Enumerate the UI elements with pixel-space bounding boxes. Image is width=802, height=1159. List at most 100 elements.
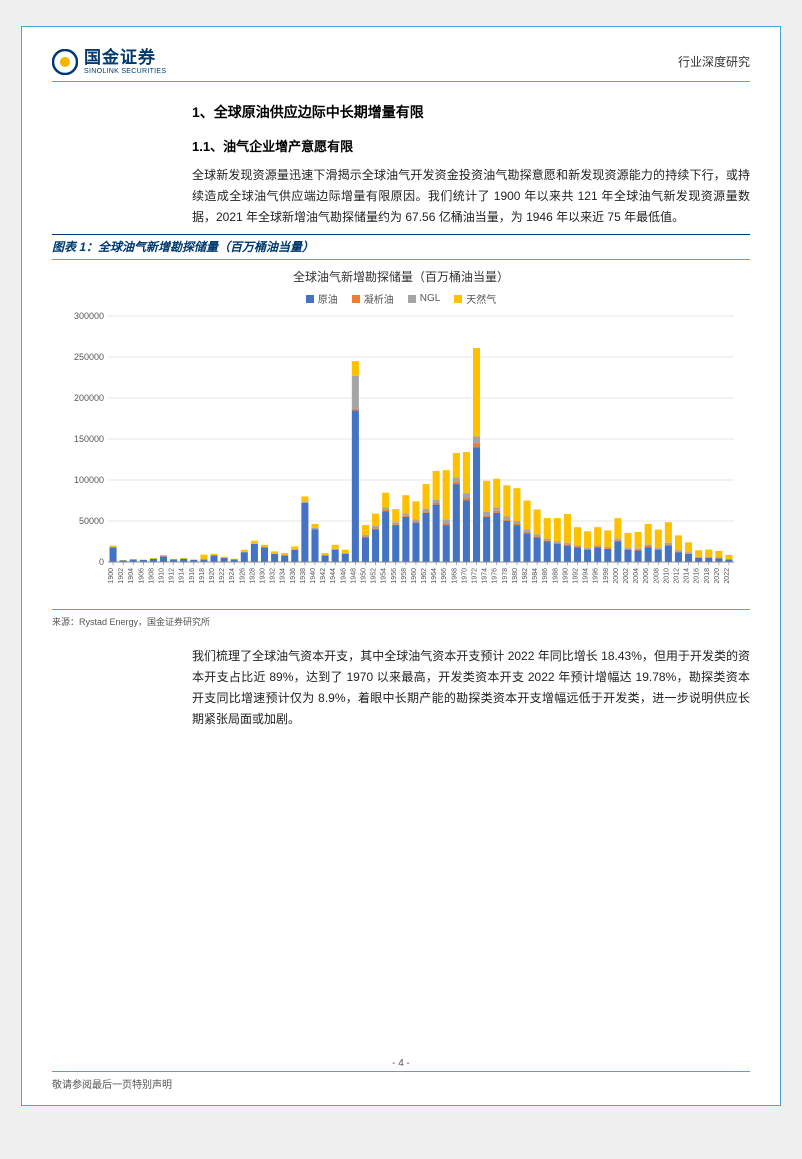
svg-text:1908: 1908	[148, 568, 155, 584]
svg-text:1962: 1962	[421, 568, 428, 584]
svg-text:2020: 2020	[714, 568, 721, 584]
svg-text:1914: 1914	[179, 568, 186, 584]
svg-text:1936: 1936	[290, 568, 297, 584]
svg-text:1926: 1926	[239, 568, 246, 584]
svg-text:1932: 1932	[270, 568, 277, 584]
logo-icon	[52, 49, 78, 75]
svg-text:1948: 1948	[350, 568, 357, 584]
page: 国金证券 SINOLINK SECURITIES 行业深度研究 1、全球原油供应…	[21, 26, 781, 1106]
svg-text:2012: 2012	[673, 568, 680, 584]
svg-text:1934: 1934	[280, 568, 287, 584]
svg-text:1942: 1942	[320, 568, 327, 584]
content: 1、全球原油供应边际中长期增量有限 1.1、油气企业增产意愿有限 全球新发现资源…	[52, 82, 750, 730]
svg-text:1976: 1976	[492, 568, 499, 584]
swatch-icon	[352, 295, 360, 303]
svg-text:2016: 2016	[694, 568, 701, 584]
page-footer: - 4 - 敬请参阅最后一页特别声明	[52, 1071, 750, 1091]
svg-text:1970: 1970	[461, 568, 468, 584]
svg-text:1956: 1956	[391, 568, 398, 584]
svg-text:2000: 2000	[613, 568, 620, 584]
svg-text:50000: 50000	[79, 516, 104, 526]
page-number: - 4 -	[392, 1058, 410, 1069]
svg-text:2006: 2006	[643, 568, 650, 584]
legend-label: 原油	[318, 291, 338, 306]
svg-text:250000: 250000	[74, 352, 104, 362]
svg-text:1988: 1988	[552, 568, 559, 584]
svg-text:300000: 300000	[74, 312, 104, 321]
figure-caption: 图表 1：全球油气新增勘探储量（百万桶油当量）	[52, 240, 314, 254]
svg-text:1904: 1904	[128, 568, 135, 584]
logo: 国金证券 SINOLINK SECURITIES	[52, 49, 166, 75]
swatch-icon	[454, 295, 462, 303]
swatch-icon	[408, 295, 416, 303]
svg-text:0: 0	[99, 557, 104, 567]
svg-text:1968: 1968	[451, 568, 458, 584]
svg-text:2008: 2008	[653, 568, 660, 584]
legend-label: NGL	[420, 293, 441, 304]
svg-text:1978: 1978	[502, 568, 509, 584]
chart-title: 全球油气新增勘探储量（百万桶油当量）	[62, 268, 740, 285]
svg-text:1992: 1992	[573, 568, 580, 584]
figure-title-row: 图表 1：全球油气新增勘探储量（百万桶油当量）	[52, 234, 750, 260]
svg-text:1966: 1966	[441, 568, 448, 584]
chart-legend: 原油 凝析油 NGL 天然气	[62, 291, 740, 306]
svg-text:1950: 1950	[360, 568, 367, 584]
legend-gas: 天然气	[454, 291, 496, 306]
svg-text:1906: 1906	[138, 568, 145, 584]
figure-source: 来源：Rystad Energy，国金证券研究所	[52, 617, 210, 627]
svg-text:1986: 1986	[542, 568, 549, 584]
svg-text:150000: 150000	[74, 434, 104, 444]
legend-label: 凝析油	[364, 291, 394, 306]
figure-source-row: 来源：Rystad Energy，国金证券研究所	[52, 609, 750, 630]
svg-text:2022: 2022	[724, 568, 731, 584]
svg-text:1998: 1998	[603, 568, 610, 584]
svg-text:1946: 1946	[340, 568, 347, 584]
svg-text:1940: 1940	[310, 568, 317, 584]
chart-container: 全球油气新增勘探储量（百万桶油当量） 原油 凝析油 NGL 天然气 0 50000…	[52, 260, 750, 609]
svg-text:2018: 2018	[704, 568, 711, 584]
svg-text:1924: 1924	[229, 568, 236, 584]
swatch-icon	[306, 295, 314, 303]
logo-text: 国金证券 SINOLINK SECURITIES	[84, 49, 166, 75]
paragraph-2: 我们梳理了全球油气资本开支，其中全球油气资本开支预计 2022 年同比增长 18…	[192, 646, 750, 730]
logo-en: SINOLINK SECURITIES	[84, 68, 166, 75]
svg-text:1944: 1944	[330, 568, 337, 584]
svg-text:1964: 1964	[431, 568, 438, 584]
svg-text:1900: 1900	[108, 568, 115, 584]
svg-text:1922: 1922	[219, 568, 226, 584]
svg-text:1972: 1972	[472, 568, 479, 584]
legend-ngl: NGL	[408, 291, 441, 306]
svg-text:1958: 1958	[401, 568, 408, 584]
legend-condensate: 凝析油	[352, 291, 394, 306]
svg-text:1982: 1982	[522, 568, 529, 584]
footer-disclaimer: 敬请参阅最后一页特别声明	[52, 1076, 172, 1091]
logo-cn: 国金证券	[84, 49, 166, 66]
svg-text:2004: 2004	[633, 568, 640, 584]
svg-text:100000: 100000	[74, 475, 104, 485]
svg-text:1928: 1928	[249, 568, 256, 584]
svg-text:2002: 2002	[623, 568, 630, 584]
svg-text:1960: 1960	[411, 568, 418, 584]
svg-text:1912: 1912	[169, 568, 176, 584]
svg-text:1996: 1996	[593, 568, 600, 584]
svg-text:1980: 1980	[512, 568, 519, 584]
header-right: 行业深度研究	[678, 49, 750, 70]
svg-text:1952: 1952	[371, 568, 378, 584]
legend-crude: 原油	[306, 291, 338, 306]
svg-text:200000: 200000	[74, 393, 104, 403]
svg-text:1974: 1974	[482, 568, 489, 584]
svg-text:1938: 1938	[300, 568, 307, 584]
svg-text:2014: 2014	[684, 568, 691, 584]
svg-text:1954: 1954	[381, 568, 388, 584]
svg-text:1990: 1990	[562, 568, 569, 584]
paragraph-1: 全球新发现资源量迅速下滑揭示全球油气开发资金投资油气勘探意愿和新发现资源能力的持…	[192, 165, 750, 228]
heading-1: 1、全球原油供应边际中长期增量有限	[192, 102, 750, 122]
svg-text:1930: 1930	[260, 568, 267, 584]
svg-text:2010: 2010	[663, 568, 670, 584]
svg-text:1910: 1910	[159, 568, 166, 584]
svg-text:1994: 1994	[583, 568, 590, 584]
svg-text:1920: 1920	[209, 568, 216, 584]
svg-text:1916: 1916	[189, 568, 196, 584]
legend-label: 天然气	[466, 291, 496, 306]
heading-2: 1.1、油气企业增产意愿有限	[192, 136, 750, 155]
